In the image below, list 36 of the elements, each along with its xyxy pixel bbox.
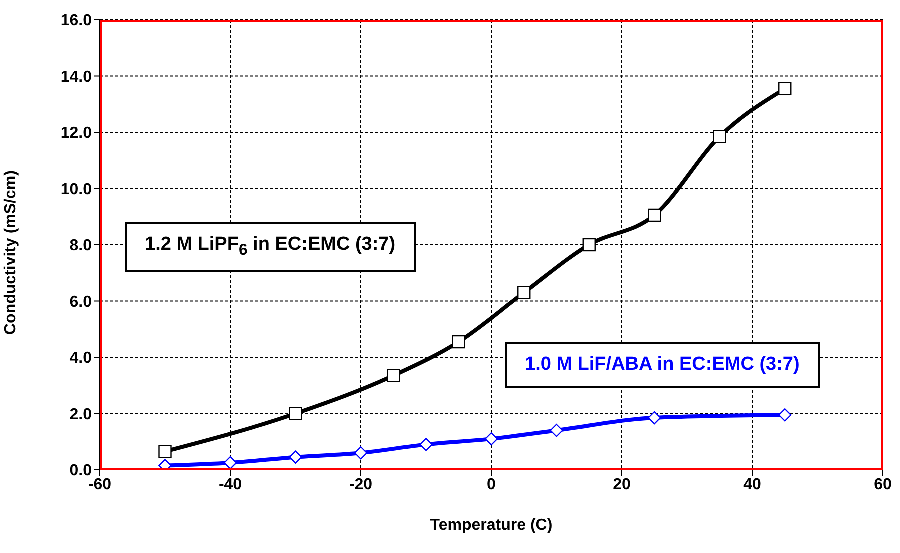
- x-axis-title: Temperature (C): [430, 517, 553, 534]
- point: [387, 369, 400, 382]
- y-tick-label: 12.0: [60, 125, 92, 142]
- point: [289, 450, 302, 464]
- point: [420, 438, 433, 452]
- point: [484, 432, 498, 446]
- point: [648, 411, 662, 425]
- point: [354, 446, 368, 460]
- point: [289, 407, 302, 420]
- y-axis-title: Conductivity (mS/cm): [2, 170, 20, 335]
- y-tick-label: 8.0: [70, 238, 92, 255]
- x-tick-label: -40: [218, 476, 242, 494]
- point: [713, 130, 726, 144]
- x-tick-label: -20: [349, 476, 373, 494]
- point: [224, 456, 238, 470]
- y-tick-label: 16.0: [60, 12, 92, 30]
- point: [452, 335, 466, 349]
- series-label: 1.0 M LiF/ABA in EC:EMC (3:7): [505, 342, 820, 388]
- x-tick-label: 60: [874, 476, 892, 494]
- y-tick-label: 6.0: [70, 294, 92, 311]
- y-tick-label: 10.0: [60, 181, 92, 198]
- point: [778, 408, 792, 422]
- point: [518, 286, 531, 300]
- x-tick-label: 0: [487, 476, 496, 494]
- y-tick-label: 14.0: [60, 68, 92, 86]
- y-tick-label: 2.0: [70, 406, 92, 424]
- point: [648, 208, 662, 222]
- point: [550, 424, 564, 438]
- y-tick-label: 4.0: [70, 350, 92, 368]
- x-tick-label: 40: [744, 476, 762, 494]
- point: [158, 445, 172, 458]
- point: [582, 238, 596, 252]
- text: 1.2 M LiPF$_{6}$ in EC:EMC (3:7): [125, 222, 416, 272]
- point: [158, 459, 172, 470]
- x-tick-label: 20: [613, 476, 631, 494]
- point: [778, 82, 792, 96]
